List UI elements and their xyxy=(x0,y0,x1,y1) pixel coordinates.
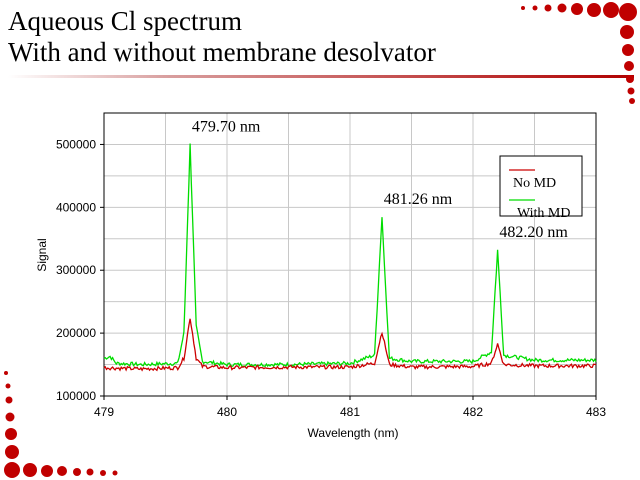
decor-dot xyxy=(5,396,13,404)
decor-dot xyxy=(622,44,634,56)
decor-dot xyxy=(521,6,525,10)
decorative-dots-bottom-left xyxy=(4,371,118,478)
series-line-with-md xyxy=(103,143,597,368)
decor-dot xyxy=(571,3,583,15)
slide-title: Aqueous Cl spectrum With and without mem… xyxy=(8,6,436,68)
decor-dot xyxy=(5,445,19,459)
decor-dot xyxy=(23,463,37,477)
decor-dot xyxy=(100,470,106,476)
decor-dot xyxy=(86,468,94,476)
decor-dot xyxy=(557,3,567,13)
slide-title-line-1: Aqueous Cl spectrum xyxy=(8,6,242,36)
decor-dot xyxy=(532,5,538,11)
decor-dot xyxy=(626,75,634,83)
decor-dot xyxy=(5,428,17,440)
decor-dot xyxy=(73,468,81,476)
x-tick-label: 481 xyxy=(340,405,360,419)
x-axis-label: Wavelength (nm) xyxy=(308,426,399,440)
peak-label: 481.26 nm xyxy=(384,191,453,208)
x-tick-label: 483 xyxy=(586,405,606,419)
decor-dot xyxy=(587,3,601,17)
legend-label: No MD xyxy=(513,176,556,191)
decor-dot xyxy=(4,371,8,375)
x-tick-label: 482 xyxy=(463,405,483,419)
y-tick-label: 300000 xyxy=(56,263,96,277)
decor-dot xyxy=(57,466,67,476)
slide-title-line-2: With and without membrane desolvator xyxy=(8,37,436,67)
y-tick-label: 500000 xyxy=(56,137,96,151)
decor-dot xyxy=(41,465,53,477)
title-underline xyxy=(8,75,634,78)
decor-dot xyxy=(620,25,634,39)
chart-grid xyxy=(103,112,597,397)
decor-dot xyxy=(544,4,552,12)
chart-legend: No MD With MD xyxy=(499,155,583,221)
peak-label: 482.20 nm xyxy=(499,224,568,241)
series-line-no-md xyxy=(103,318,597,372)
decor-dot xyxy=(5,383,11,389)
decor-dot xyxy=(112,470,118,476)
decor-dot xyxy=(629,98,635,104)
x-tick-label: 480 xyxy=(217,405,237,419)
decor-dot xyxy=(627,87,635,95)
peak-annotations: 479.70 nm 481.26 nm 482.20 nm xyxy=(192,118,568,241)
series-layer xyxy=(103,143,597,372)
y-tick-label: 200000 xyxy=(56,326,96,340)
y-tick-label: 100000 xyxy=(56,389,96,403)
y-axis-label: Signal xyxy=(35,238,49,271)
decorative-dots-top-right xyxy=(521,2,637,104)
x-tick-label: 479 xyxy=(94,405,114,419)
decor-dot xyxy=(4,462,20,478)
decor-dot xyxy=(5,412,15,422)
legend-label: With MD xyxy=(517,206,571,221)
peak-label: 479.70 nm xyxy=(192,118,261,135)
y-tick-label: 400000 xyxy=(56,200,96,214)
decor-dot xyxy=(603,2,619,18)
decor-dot xyxy=(624,61,634,71)
axis-ticks: 479 480 481 482 483 100000 200000 300000 400000 5… xyxy=(56,137,606,419)
decor-dot xyxy=(619,3,637,21)
legend-box xyxy=(499,155,583,217)
